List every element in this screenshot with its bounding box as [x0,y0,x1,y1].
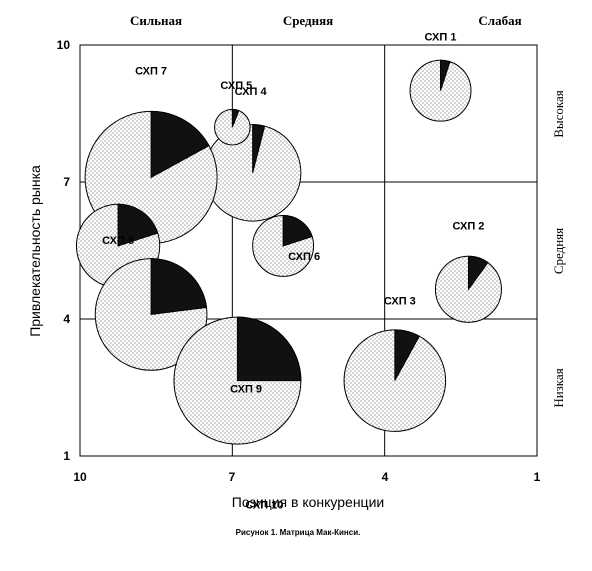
y-tick-4: 4 [63,312,70,326]
bubble-1 [409,59,472,122]
bubble-label-6: СХП 6 [288,251,320,263]
bubble-label-1: СХП 1 [425,32,457,44]
x-axis-title: Позиция в конкуренции [232,494,384,510]
row-label-low: Низкая [551,368,566,407]
x-tick-4: 4 [382,470,389,484]
bubble-9 [94,258,208,371]
bubble-share-slice [150,258,208,316]
x-tick-10: 10 [73,470,87,484]
row-label-high: Высокая [551,90,566,138]
bubble-3 [343,329,447,432]
x-tick-7: 7 [229,470,236,484]
column-label-strong: Сильная [130,13,182,28]
bubble-label-5: СХП 5 [220,80,252,92]
column-label-weak: Слабая [478,13,521,28]
column-label-medium: Средняя [283,13,333,28]
y-tick-1: 1 [63,449,70,463]
bubble-share-slice [236,316,302,382]
bubble-share-slice [467,255,489,291]
bubble-label-8: СХП 8 [102,235,134,247]
bubble-5 [214,108,251,146]
row-label-medium: Средняя [551,228,566,274]
bubble-share-slice [394,329,420,381]
bubble-label-2: СХП 2 [452,220,484,232]
y-tick-10: 10 [57,38,71,52]
bubble-share-slice [150,110,210,179]
bubble-10 [173,316,302,445]
bubble-share-slice [252,124,266,173]
bubble-label-7: СХП 7 [135,65,167,77]
y-axis-title: Привлекательность рынка [27,165,43,337]
bubble-share-slice [117,203,159,247]
x-tick-1: 1 [534,470,541,484]
bubble-label-9: СХП 9 [230,383,262,395]
bubble-6 [252,214,315,277]
bubble-share-slice [282,214,313,247]
bubble-label-3: СХП 3 [384,296,416,308]
bubble-label-4: СХП 4 [235,86,268,98]
figure-caption: Рисунок 1. Матрица Мак-Кинси. [236,528,361,537]
bubble-share-slice [231,108,240,128]
bubble-label-10: СХП 10 [245,500,283,512]
bubble-share-slice [440,59,451,91]
bubble-2 [434,255,502,323]
y-tick-7: 7 [63,175,70,189]
